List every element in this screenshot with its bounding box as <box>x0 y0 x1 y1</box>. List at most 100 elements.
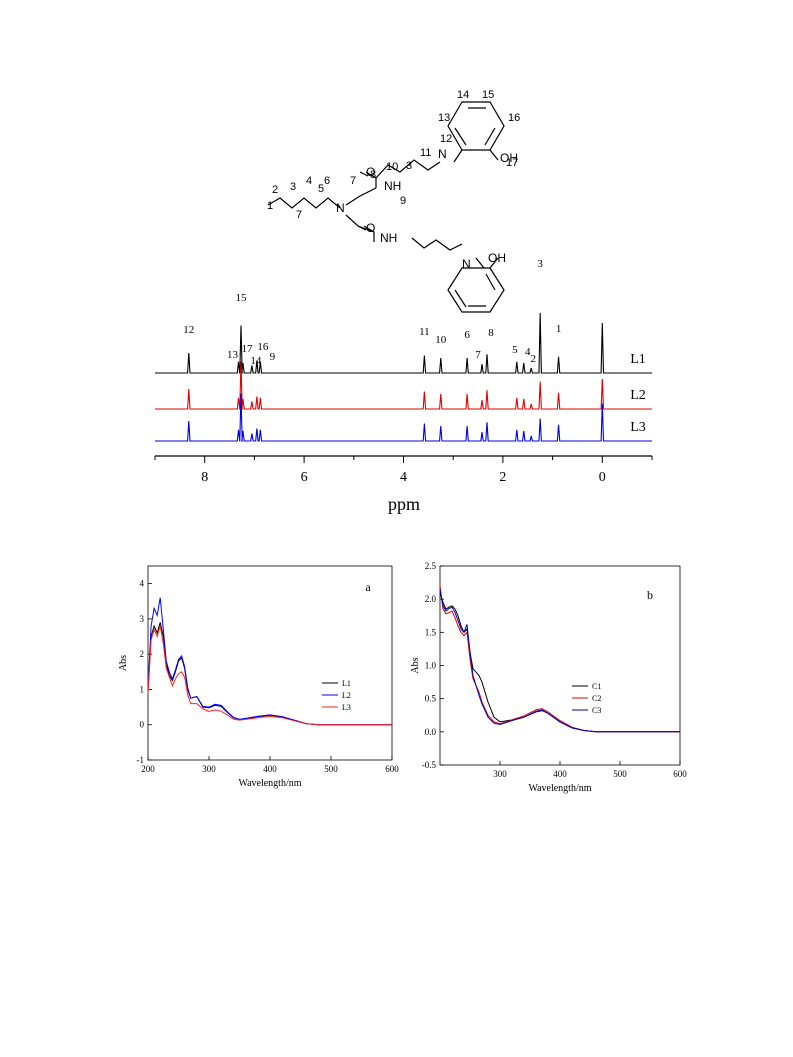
nmr-peak-label: 15 <box>235 292 247 304</box>
nmr-peak-label: 13 <box>227 349 239 361</box>
svg-text:O: O <box>366 221 375 235</box>
uv-spectrum-a-chart: -1 0 1 2 3 4 200 300 400 500 600 Wavelength/nm Abs a L… <box>118 565 399 789</box>
nmr-series-label-l2: L2 <box>630 388 646 403</box>
uv-b-y-tick-label: 0.5 <box>425 694 437 704</box>
nmr-trace-l3 <box>155 393 652 442</box>
svg-text:7: 7 <box>350 175 356 187</box>
uv-b-x-axis-title: Wavelength/nm <box>528 783 591 794</box>
uv-a-y-tick-label: 3 <box>140 614 145 624</box>
uv-a-y-tick-label: 1 <box>140 684 145 694</box>
nmr-peak-label: 8 <box>488 327 494 339</box>
uv-a-line-l2 <box>147 597 392 726</box>
uv-b-line-c3 <box>439 589 680 733</box>
svg-text:8: 8 <box>370 169 376 181</box>
svg-text:12: 12 <box>440 133 452 145</box>
svg-text:4: 4 <box>306 175 312 187</box>
nmr-x-tick-label: 6 <box>301 470 308 485</box>
nmr-series-label-l1: L1 <box>630 352 646 367</box>
uv-spectrum-b-chart: -0.5 0.0 0.5 1.0 1.5 2.0 2.5 300 400 500 600 Wavele… <box>410 561 687 794</box>
uv-b-y-tick-label: 2.5 <box>425 561 437 571</box>
uv-a-x-axis-title: Wavelength/nm <box>238 778 301 789</box>
uv-a-legend-label-l3: L3 <box>342 703 351 712</box>
svg-text:13: 13 <box>438 112 450 124</box>
uv-b-y-tick-label: 2.0 <box>425 594 437 604</box>
svg-text:7: 7 <box>296 209 302 221</box>
svg-text:17: 17 <box>506 157 518 169</box>
nmr-peak-label: 14 <box>250 355 262 367</box>
uv-b-legend-label-c1: C1 <box>592 682 601 691</box>
svg-text:3: 3 <box>290 181 296 193</box>
uv-b-x-tick-label: 600 <box>673 769 687 779</box>
nmr-x-axis-title: ppm <box>388 494 420 514</box>
nmr-x-tick-label: 8 <box>201 470 208 485</box>
uv-b-y-tick-label: -0.5 <box>422 760 437 770</box>
svg-text:9: 9 <box>400 195 406 207</box>
nmr-trace-l2 <box>155 361 652 410</box>
uv-b-panel-label: b <box>647 588 653 602</box>
svg-text:10: 10 <box>386 161 398 173</box>
svg-text:N: N <box>438 147 447 161</box>
nmr-x-tick-label: 0 <box>599 470 606 485</box>
svg-text:O: O <box>366 165 375 179</box>
nmr-x-tick-label: 4 <box>400 470 407 485</box>
uv-a-y-tick-label: 0 <box>140 720 145 730</box>
svg-text:N: N <box>462 257 471 271</box>
svg-text:N: N <box>336 201 345 215</box>
uv-a-y-tick-label: -1 <box>137 755 145 765</box>
uv-b-y-tick-label: 1.5 <box>425 627 437 637</box>
svg-text:5: 5 <box>318 183 324 195</box>
uv-b-y-tick-label: 1.0 <box>425 661 437 671</box>
nmr-trace-l1 <box>155 312 652 374</box>
nmr-peak-label: 4 <box>525 346 531 358</box>
nmr-peak-label: 7 <box>475 349 481 361</box>
uv-b-y-tick-label: 0.0 <box>425 727 437 737</box>
uv-a-x-tick-label: 200 <box>141 764 155 774</box>
lower-chain <box>345 214 375 242</box>
nmr-x-tick-label: 2 <box>499 470 506 485</box>
nmr-peak-label: 9 <box>270 351 276 363</box>
uv-b-line-c2 <box>439 585 680 733</box>
uv-b-line-c1 <box>439 592 680 733</box>
svg-text:3: 3 <box>406 160 412 172</box>
nmr-peak-label: 6 <box>464 329 470 341</box>
nmr-peak-label: 16 <box>257 341 269 353</box>
svg-text:6: 6 <box>324 175 330 187</box>
uv-b-plot-frame <box>439 565 681 766</box>
svg-text:NH: NH <box>384 179 401 193</box>
alkyl-chain <box>267 197 341 209</box>
uv-a-y-tick-label: 2 <box>140 649 145 659</box>
uv-a-x-tick-label: 500 <box>324 764 338 774</box>
uv-a-x-tick-label: 400 <box>263 764 277 774</box>
svg-text:15: 15 <box>482 89 494 101</box>
uv-b-legend-label-c3: C3 <box>592 706 601 715</box>
uv-a-x-tick-label: 300 <box>202 764 216 774</box>
uv-a-y-axis-title: Abs <box>118 655 129 671</box>
uv-a-x-tick-label: 600 <box>385 764 399 774</box>
nmr-peak-label: 3 <box>537 258 543 270</box>
uv-a-panel-label: a <box>365 580 371 594</box>
svg-text:14: 14 <box>457 89 469 101</box>
uv-a-line-l3 <box>147 625 392 726</box>
uv-a-legend-label-l1: L1 <box>342 679 351 688</box>
svg-text:OH: OH <box>488 251 506 265</box>
uv-a-legend-label-l2: L2 <box>342 691 351 700</box>
nmr-peak-label: 2 <box>530 353 536 365</box>
svg-text:2: 2 <box>272 184 278 196</box>
uv-b-x-tick-label: 300 <box>493 769 507 779</box>
uv-b-x-tick-label: 500 <box>613 769 627 779</box>
svg-text:NH: NH <box>380 231 397 245</box>
nmr-peak-label: 10 <box>435 334 447 346</box>
nmr-series-label-l3: L3 <box>630 420 646 435</box>
nmr-peak-label: 12 <box>183 324 194 336</box>
uv-b-y-axis-title: Abs <box>410 657 421 673</box>
uv-b-legend-label-c2: C2 <box>592 694 601 703</box>
nmr-peak-label: 17 <box>241 343 253 355</box>
molecular-structure: 14 15 13 16 12 17 11 3 10 8 9 2 3 4 5 6 … <box>267 89 520 313</box>
nmr-peak-label: 11 <box>419 326 430 338</box>
svg-text:16: 16 <box>508 112 520 124</box>
svg-text:OH: OH <box>500 151 518 165</box>
svg-text:11: 11 <box>420 147 431 159</box>
uv-a-y-tick-label: 4 <box>140 579 145 589</box>
nmr-peak-label: 5 <box>512 344 518 356</box>
